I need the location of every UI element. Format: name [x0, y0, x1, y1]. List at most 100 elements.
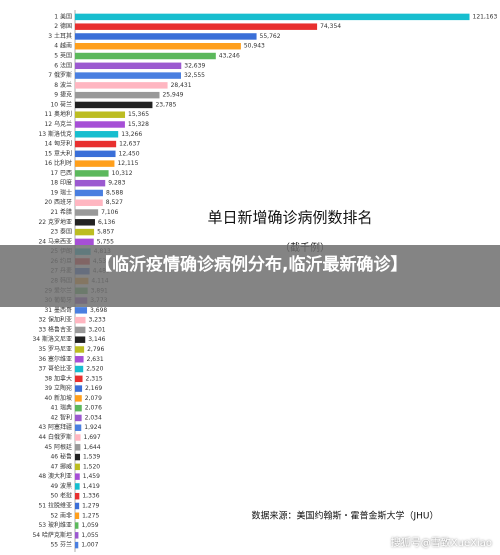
- bar: [75, 43, 241, 50]
- y-tick-label: 7 俄罗斯: [48, 71, 72, 79]
- bar: [75, 492, 80, 500]
- bar: [75, 385, 83, 392]
- bar: [75, 473, 80, 480]
- value-label: 1,539: [83, 454, 100, 461]
- bar: [75, 179, 106, 187]
- bar: [75, 209, 99, 216]
- bar: [75, 82, 168, 89]
- y-tick-label: 37 哥伦比亚: [38, 365, 72, 373]
- value-label: 50,943: [244, 43, 265, 50]
- y-tick-label: 24 马来西亚: [38, 237, 72, 245]
- value-label: 9,283: [108, 180, 125, 187]
- value-label: 2,520: [86, 366, 103, 373]
- value-label: 3,698: [90, 307, 107, 314]
- bar: [75, 444, 81, 451]
- value-label: 74,354: [320, 23, 341, 30]
- bar: [75, 189, 103, 197]
- bar: [75, 170, 109, 177]
- bar: [75, 316, 86, 324]
- value-label: 12,450: [119, 150, 140, 157]
- value-label: 1,055: [81, 532, 98, 539]
- bar: [75, 336, 86, 343]
- bar: [75, 532, 79, 539]
- value-label: 1,007: [81, 542, 98, 549]
- bar: [75, 453, 81, 461]
- y-tick-label: 31 墨西哥: [44, 307, 72, 314]
- bar: [75, 434, 81, 441]
- bar: [75, 199, 103, 206]
- bar: [75, 512, 80, 519]
- bar: [75, 424, 82, 431]
- y-tick-label: 43 阿塞拜疆: [38, 423, 72, 431]
- y-tick-label: 40 新加坡: [44, 394, 72, 402]
- y-tick-label: 53 玻利维亚: [38, 521, 72, 529]
- value-label: 1,644: [83, 444, 100, 451]
- y-tick-label: 9 捷克: [54, 91, 72, 99]
- y-tick-label: 55 芬兰: [50, 541, 72, 549]
- value-label: 2,079: [85, 395, 102, 402]
- value-label: 43,246: [219, 53, 240, 60]
- value-label: 1,059: [81, 522, 98, 529]
- y-tick-label: 52 南非: [50, 511, 72, 519]
- y-tick-label: 39 立陶宛: [44, 384, 72, 392]
- y-tick-label: 17 巴西: [50, 170, 72, 177]
- bar: [75, 101, 153, 109]
- bar: [75, 326, 86, 334]
- y-tick-label: 6 法国: [54, 61, 72, 69]
- y-tick-label: 51 拉脱维亚: [38, 501, 72, 509]
- y-tick-label: 21 希腊: [50, 208, 72, 216]
- value-label: 1,275: [82, 512, 99, 519]
- banner-text: 【临沂疫情确诊病例分布,临沂最新确诊】: [95, 255, 408, 275]
- y-tick-label: 15 意大利: [44, 149, 72, 157]
- value-label: 1,924: [84, 424, 101, 431]
- value-label: 2,034: [85, 414, 102, 421]
- bar: [75, 228, 95, 236]
- bar: [75, 365, 84, 373]
- bar: [75, 346, 85, 353]
- bar: [75, 541, 79, 549]
- y-tick-label: 32 保加利亚: [38, 316, 72, 324]
- y-tick-label: 22 克罗地亚: [38, 218, 72, 226]
- y-tick-label: 54 哈萨克斯坦: [32, 531, 72, 539]
- value-label: 5,857: [97, 229, 114, 236]
- value-label: 15,328: [128, 121, 149, 128]
- value-label: 2,796: [87, 346, 104, 353]
- value-label: 1,419: [83, 483, 100, 490]
- y-tick-label: 41 瑞典: [50, 404, 72, 412]
- y-tick-label: 48 澳大利亚: [38, 472, 72, 480]
- y-tick-label: 42 智利: [50, 413, 72, 421]
- value-label: 6,136: [98, 219, 115, 226]
- y-tick-label: 33 格鲁吉亚: [38, 325, 72, 333]
- value-label: 32,555: [184, 72, 205, 79]
- bar: [75, 404, 82, 412]
- bar: [75, 72, 181, 79]
- y-tick-label: 12 乌克兰: [44, 120, 72, 128]
- bar: [75, 121, 125, 128]
- bar: [75, 238, 94, 246]
- bar: [75, 140, 117, 148]
- bar: [75, 395, 82, 402]
- y-tick-label: 11 奥地利: [44, 110, 72, 118]
- value-label: 3,146: [88, 336, 105, 343]
- value-label: 1,520: [83, 463, 100, 470]
- y-tick-label: 46 秘鲁: [50, 453, 72, 461]
- bar: [75, 414, 82, 422]
- value-label: 1,459: [83, 473, 100, 480]
- bar: [75, 463, 80, 471]
- value-label: 2,315: [86, 375, 103, 382]
- value-label: 3,201: [88, 326, 105, 333]
- y-tick-label: 2 德国: [54, 22, 72, 30]
- value-label: 3,233: [89, 317, 106, 324]
- bar: [75, 483, 80, 490]
- y-tick-label: 8 波兰: [54, 81, 72, 89]
- y-tick-label: 34 斯洛文尼亚: [32, 335, 72, 343]
- y-tick-label: 49 波黑: [50, 482, 72, 490]
- y-tick-label: 45 阿根廷: [44, 443, 72, 451]
- y-tick-label: 47 挪威: [50, 462, 72, 470]
- value-label: 1,336: [82, 493, 99, 500]
- value-label: 2,076: [85, 405, 102, 412]
- y-tick-label: 36 塞尔维亚: [38, 355, 72, 363]
- y-tick-label: 23 泰国: [50, 228, 72, 236]
